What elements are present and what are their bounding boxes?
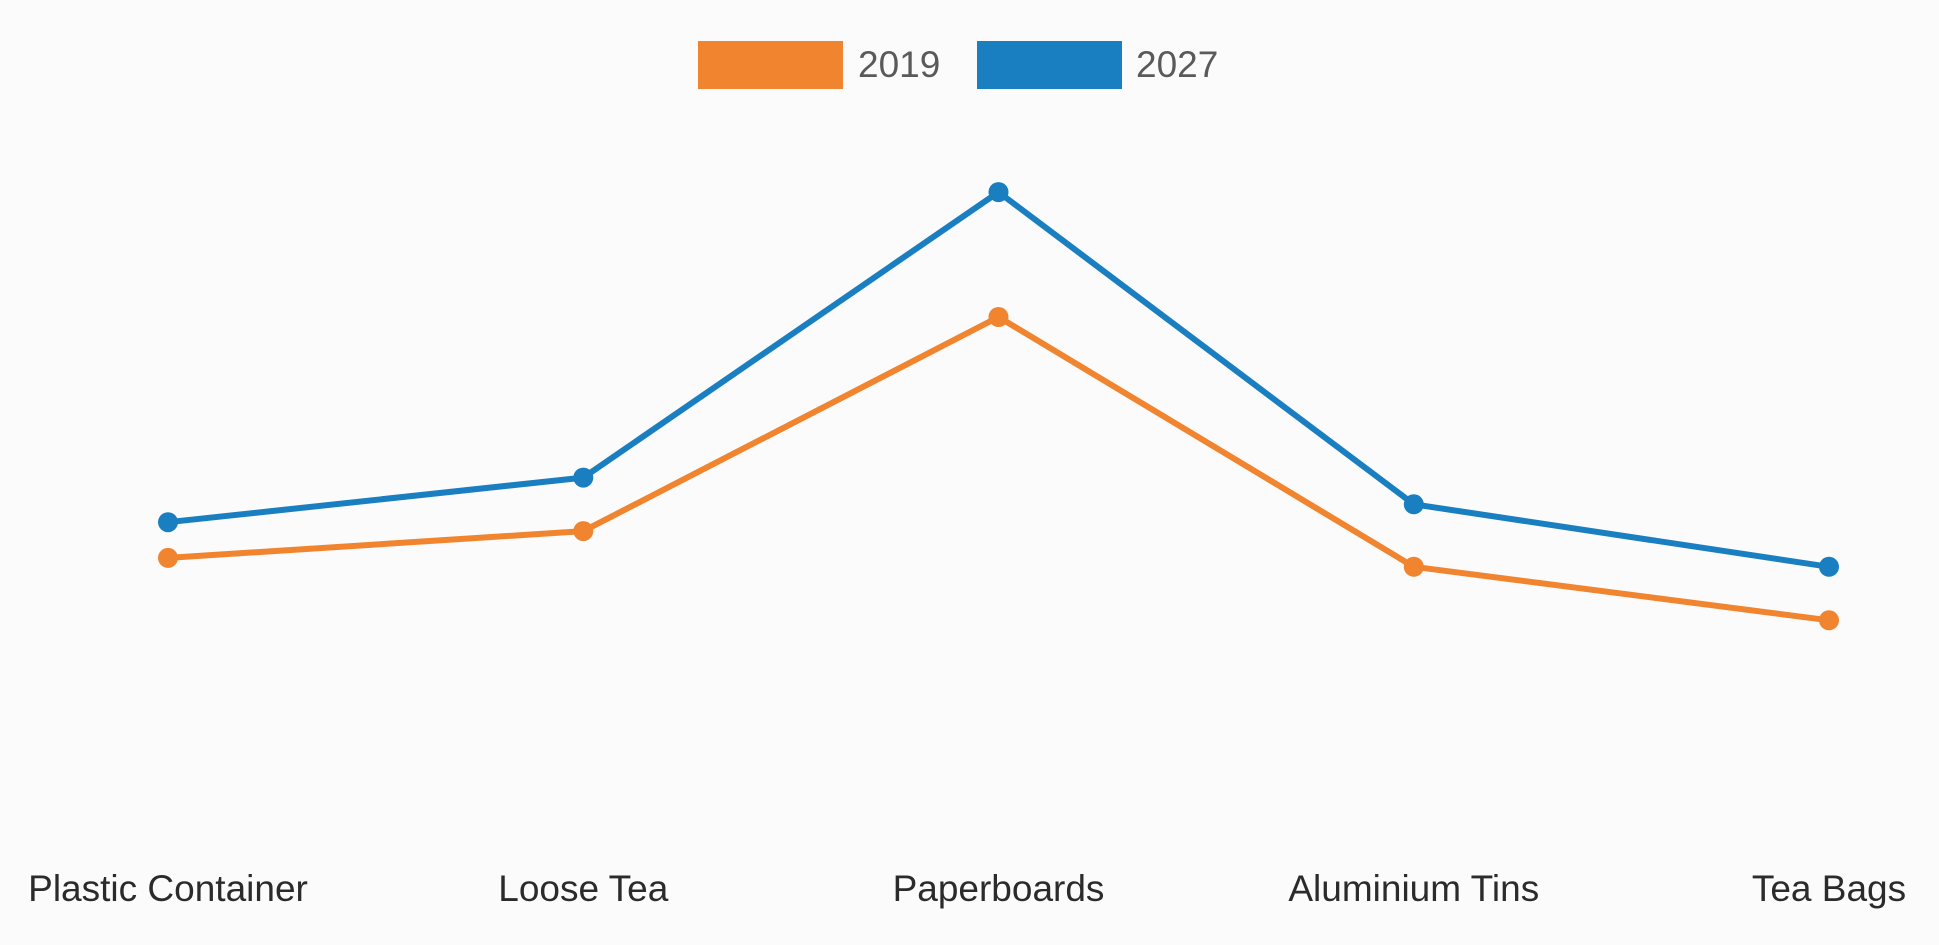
series-line-2019 [165,314,1832,624]
x-tick-label-loose-tea: Loose Tea [498,868,668,909]
data-point-2027-aluminium-tins [1403,494,1424,515]
data-point-2027-paperboards [988,182,1009,203]
series-2027 [158,182,1839,577]
data-point-2019-plastic-container [158,547,178,568]
data-point-2027-tea-bags [1819,556,1839,577]
x-tick-label-plastic-container: Plastic Container [28,868,308,909]
x-tick-label-paperboards: Paperboards [893,868,1105,909]
data-point-2019-tea-bags [1819,610,1839,631]
plot-area [158,182,1839,631]
series-line-2027 [165,189,1832,570]
x-tick-label-aluminium-tins: Aluminium Tins [1288,868,1539,909]
series-2019 [158,307,1839,631]
x-axis-tick-labels: Plastic Container Loose Tea Paperboards Alu… [28,868,1906,909]
data-point-2019-aluminium-tins [1403,556,1424,577]
legend-swatch-2019 [698,41,843,89]
data-point-2027-loose-tea [573,467,594,488]
data-point-2019-loose-tea [573,521,594,542]
data-point-2027-plastic-container [158,512,178,533]
legend-swatch-2027 [977,41,1122,89]
legend: 2019 2027 [698,41,1218,89]
data-point-2019-paperboards [988,307,1009,327]
legend-label-2019: 2019 [858,44,940,85]
legend-label-2027: 2027 [1136,44,1218,85]
x-tick-label-tea-bags: Tea Bags [1752,868,1906,909]
